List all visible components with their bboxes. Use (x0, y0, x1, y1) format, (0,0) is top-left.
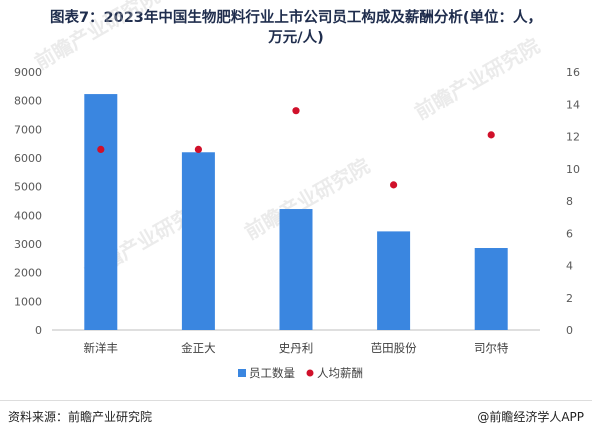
left-axis-tick-label: 5000 (14, 181, 42, 194)
chart-title: 图表7：2023年中国生物肥料行业上市公司员工构成及薪酬分析(单位：人， 万元/… (8, 8, 584, 48)
brand-label: @前瞻经济学人APP (477, 410, 584, 424)
right-axis: 0 2 4 6 8 10 12 14 16 (566, 66, 580, 337)
bar-2 (181, 152, 215, 330)
point-2 (194, 145, 202, 153)
watermark-text: 前瞻产业研究院 (411, 34, 544, 125)
scatter-series (97, 107, 495, 189)
legend-bar-label: 员工数量 (249, 366, 295, 380)
watermark-text: 前瞻产业研究院 (31, 0, 164, 74)
bar-4 (377, 231, 411, 330)
right-axis-tick-label: 4 (566, 260, 573, 273)
right-axis-tick-label: 12 (566, 131, 580, 144)
left-axis-tick-label: 1000 (14, 295, 42, 308)
chart-title-line-1: 图表7：2023年中国生物肥料行业上市公司员工构成及薪酬分析(单位：人， (49, 10, 543, 26)
legend-point-swatch (306, 369, 314, 377)
left-axis-tick-label: 0 (35, 324, 42, 337)
right-axis-tick-label: 10 (566, 163, 580, 176)
right-axis-tick-label: 6 (566, 227, 573, 240)
legend-bar-swatch (238, 369, 246, 377)
bar-5 (474, 248, 508, 330)
source-note: 资料来源：前瞻产业研究院 (8, 410, 153, 424)
right-axis-tick-label: 0 (566, 324, 573, 337)
bar-3 (279, 209, 313, 330)
right-axis-tick-label: 2 (566, 292, 573, 305)
left-axis-tick-label: 7000 (14, 123, 42, 136)
category-labels: 新洋丰 金正大 史丹利 芭田股份 司尔特 (84, 341, 509, 355)
chart-title-line-2: 万元/人) (268, 30, 324, 46)
bar-series (84, 94, 508, 330)
legend: 员工数量 人均薪酬 (238, 366, 363, 380)
point-3 (292, 107, 300, 115)
category-label: 史丹利 (279, 341, 314, 355)
footer-divider (0, 400, 592, 401)
right-axis-tick-label: 16 (566, 66, 580, 79)
left-axis-tick-label: 2000 (14, 267, 42, 280)
left-axis: 0 1000 2000 3000 4000 5000 6000 7000 8000 9000 (14, 66, 540, 337)
point-5 (487, 131, 495, 139)
left-axis-tick-label: 8000 (14, 95, 42, 108)
right-axis-tick-label: 14 (566, 98, 580, 111)
right-axis-tick-label: 8 (566, 195, 573, 208)
point-1 (97, 145, 105, 153)
left-axis-tick-label: 3000 (14, 238, 42, 251)
category-label: 金正大 (181, 341, 216, 355)
category-label: 芭田股份 (371, 341, 417, 355)
point-4 (390, 181, 398, 189)
bar-1 (84, 94, 118, 330)
left-axis-tick-label: 4000 (14, 209, 42, 222)
category-label: 司尔特 (474, 341, 509, 355)
left-axis-tick-label: 9000 (14, 66, 42, 79)
legend-point-label: 人均薪酬 (317, 366, 363, 380)
category-label: 新洋丰 (84, 341, 119, 355)
left-axis-tick-label: 6000 (14, 152, 42, 165)
